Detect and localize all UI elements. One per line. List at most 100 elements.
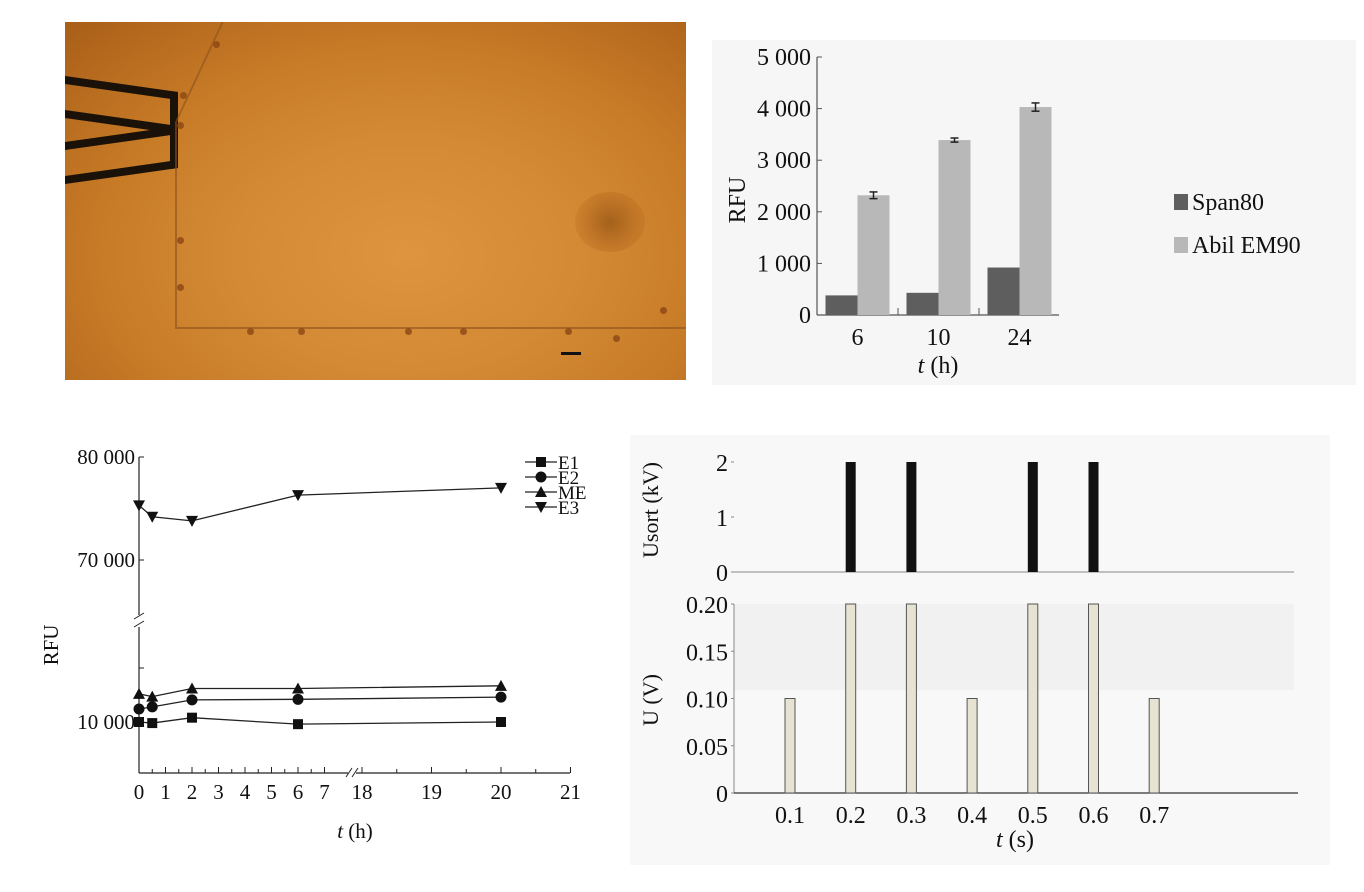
electrode-lower <box>65 126 178 184</box>
marker-e2 <box>186 694 198 706</box>
legend-label: ME <box>558 483 587 504</box>
x-tick-label: 0.4 <box>957 803 987 829</box>
y-tick-label: 4 000 <box>757 97 811 123</box>
y-tick-label: 10 000 <box>77 710 135 734</box>
droplet <box>177 237 184 244</box>
bar-chart-rfu: 0 1 000 2 000 3 000 4 000 5 000 6 10 24 t (h) RFU S… <box>712 40 1356 385</box>
y-tick-label: 0.15 <box>686 640 728 666</box>
droplet <box>177 122 184 129</box>
marker-me <box>495 679 507 691</box>
x-axis-label: t (h) <box>918 353 959 379</box>
bar-span80 <box>987 267 1020 315</box>
x-tick-label: 0.7 <box>1139 803 1169 829</box>
y-tick-label: 70 000 <box>77 548 135 572</box>
electrode-upper <box>65 76 178 134</box>
y-axis-label: RFU <box>725 177 751 224</box>
marker-e1 <box>496 717 506 727</box>
droplet <box>213 41 220 48</box>
y-axis-label: U (V) <box>638 674 663 726</box>
x-tick-label: 0.1 <box>775 803 805 829</box>
x-tick-label: 2 <box>187 780 198 804</box>
x-tick-label: 20 <box>491 780 512 804</box>
marker-e1 <box>147 718 158 729</box>
y-tick-label: 0 <box>716 561 728 587</box>
x-axis-break <box>351 767 359 778</box>
y-tick-label: 3 000 <box>757 148 811 174</box>
x-tick-label: 0.3 <box>896 803 926 829</box>
y-tick-label: 2 <box>716 451 728 477</box>
y-tick-label: 0 <box>799 303 811 329</box>
marker-e1 <box>293 719 303 730</box>
legend-label: E1 <box>558 453 579 474</box>
line-chart-rfu: 10 000 70 000 80 000 0 1 2 3 4 5 6 7 18 19 20 21 t (h) R… <box>30 435 630 855</box>
y-axis-break <box>133 620 145 628</box>
droplet <box>247 328 254 335</box>
y-tick-label: 2 000 <box>757 200 811 226</box>
marker-e3 <box>495 482 507 494</box>
legend-swatch <box>1174 237 1188 253</box>
u-bar <box>1148 698 1160 794</box>
marker-e1 <box>187 712 197 723</box>
xlabel-variable: t <box>996 827 1004 853</box>
legend-marker <box>536 457 546 467</box>
u-bar <box>905 603 917 794</box>
usort-pulse-bar <box>906 462 917 572</box>
x-tick-label: 0.5 <box>1018 803 1048 829</box>
legend-marker <box>535 486 547 497</box>
u-bar <box>845 603 857 794</box>
legend-marker <box>535 471 547 483</box>
x-tick-label: 5 <box>266 780 277 804</box>
bar-abil-em90 <box>938 140 971 315</box>
marker-e2 <box>292 693 304 705</box>
bar-chart-svg: 0 1 000 2 000 3 000 4 000 5 000 6 10 24 t (h) RFU S… <box>725 45 1301 379</box>
marker-me <box>133 687 145 699</box>
x-tick-label: 0 <box>134 780 145 804</box>
u-bar <box>1088 603 1099 794</box>
x-tick-label: 4 <box>240 780 251 804</box>
marker-me <box>292 682 304 694</box>
marker-e3 <box>146 511 159 523</box>
y-tick-label: 0.05 <box>686 735 728 761</box>
pulse-chart: 0 1 2 Usort (kV) 0 0.05 0.10 0.15 0.20 0.1 0.2 0.3 0… <box>630 435 1330 865</box>
x-tick-label: 3 <box>213 780 224 804</box>
xlabel-variable: t <box>918 353 926 379</box>
legend-swatch <box>1174 194 1188 210</box>
channel-inlet <box>175 22 226 122</box>
y-tick-label: 1 <box>716 506 728 532</box>
u-bar <box>784 698 796 794</box>
marker-e3 <box>133 500 145 512</box>
marker-e2 <box>146 701 158 713</box>
scale-bar <box>561 352 581 355</box>
legend-label: Abil EM90 <box>1192 233 1301 259</box>
bar-abil-em90 <box>857 195 890 315</box>
marker-e2 <box>133 703 145 715</box>
usort-pulse-bar <box>1088 462 1099 572</box>
droplet <box>180 92 187 99</box>
xlabel-unit: (h) <box>924 353 958 379</box>
marker-e2 <box>495 691 507 703</box>
y-tick-label: 0.20 <box>686 593 728 619</box>
x-tick-label: 18 <box>352 780 373 804</box>
x-tick-label: 21 <box>560 780 581 804</box>
legend-label: E3 <box>558 498 579 519</box>
x-axis-label: t (h) <box>337 819 373 843</box>
x-axis-break <box>345 767 353 778</box>
shaded-band <box>734 604 1294 690</box>
y-tick-label: 0 <box>716 782 728 808</box>
microscope-image <box>65 22 686 380</box>
y-axis-break <box>133 612 145 620</box>
x-tick-label: 10 <box>927 325 951 351</box>
droplet <box>460 328 467 335</box>
y-axis-label: RFU <box>39 625 63 666</box>
u-bar <box>966 698 978 794</box>
dark-droplet <box>575 192 645 252</box>
x-tick-label: 24 <box>1008 325 1032 351</box>
marker-me <box>146 690 159 702</box>
xlabel-unit: (s) <box>1003 827 1034 853</box>
x-tick-label: 6 <box>852 325 864 351</box>
y-tick-label: 80 000 <box>77 445 135 469</box>
u-bar <box>1027 603 1039 794</box>
marker-me <box>186 682 198 694</box>
droplet <box>660 307 667 314</box>
x-axis-label: t (s) <box>996 827 1034 853</box>
